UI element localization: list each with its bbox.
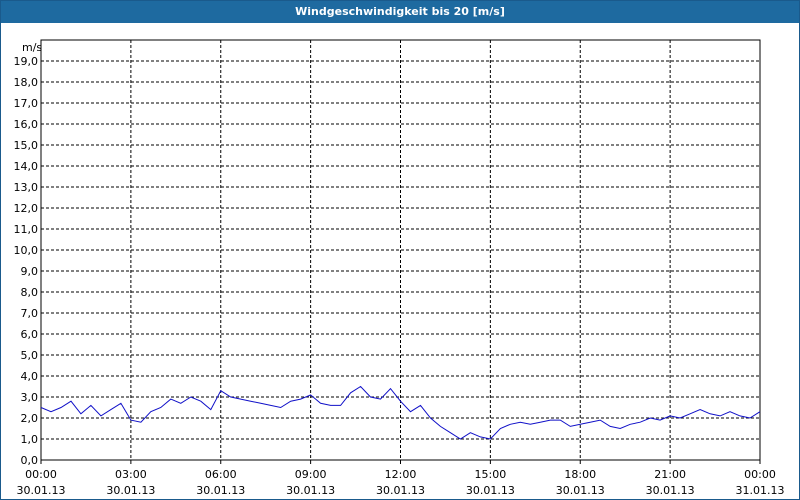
x-tick-date: 30.01.13 [376, 484, 425, 497]
plot-area [40, 39, 761, 461]
y-tick-label: 1,0 [21, 433, 39, 446]
y-tick-label: 2,0 [21, 412, 39, 425]
x-tick-time: 00:00 [744, 468, 776, 481]
y-tick-label: 19,0 [14, 55, 39, 68]
y-tick-label: 7,0 [21, 307, 39, 320]
x-tick-date: 30.01.13 [466, 484, 515, 497]
y-tick-label: 5,0 [21, 349, 39, 362]
y-axis-label: m/s [22, 41, 42, 54]
x-tick-date: 30.01.13 [196, 484, 245, 497]
y-tick-label: 16,0 [14, 118, 39, 131]
y-tick-label: 11,0 [14, 223, 39, 236]
y-tick-label: 14,0 [14, 160, 39, 173]
y-tick-label: 3,0 [21, 391, 39, 404]
y-tick-label: 13,0 [14, 181, 39, 194]
y-tick-label: 10,0 [14, 244, 39, 257]
x-tick-date: 30.01.13 [646, 484, 695, 497]
x-tick-time: 00:00 [25, 468, 57, 481]
x-tick-time: 03:00 [115, 468, 147, 481]
x-tick-time: 21:00 [654, 468, 686, 481]
x-tick-date: 30.01.13 [286, 484, 335, 497]
y-tick-labels: 0,0 1,0 2,0 3,0 4,0 5,0 6,0 7,0 8,0 9,0 10,0 11,0 12… [14, 55, 39, 467]
x-tick-time: 12:00 [385, 468, 417, 481]
x-tick-date: 31.01.13 [736, 484, 785, 497]
y-tick-label: 18,0 [14, 76, 39, 89]
chart-title: Windgeschwindigkeit bis 20 [m/s] [1, 1, 799, 23]
x-tick-time: 18:00 [564, 468, 596, 481]
y-tick-label: 17,0 [14, 97, 39, 110]
y-tick-label: 6,0 [21, 328, 39, 341]
y-tick-label: 4,0 [21, 370, 39, 383]
x-tick-time: 15:00 [475, 468, 507, 481]
grid [40, 40, 761, 464]
x-tick-date: 30.01.13 [556, 484, 605, 497]
y-tick-label: 8,0 [21, 286, 39, 299]
y-tick-label: 12,0 [14, 202, 39, 215]
x-tick-time: 06:00 [205, 468, 237, 481]
y-tick-label: 15,0 [14, 139, 39, 152]
y-tick-label: 0,0 [21, 454, 39, 467]
series-line [40, 385, 761, 440]
x-tick-date: 30.01.13 [17, 484, 66, 497]
y-tick-label: 9,0 [21, 265, 39, 278]
x-tick-labels: 00:00 30.01.13 03:00 30.01.13 06:00 30.01.13 0… [17, 468, 785, 497]
x-tick-time: 09:00 [295, 468, 327, 481]
x-tick-date: 30.01.13 [106, 484, 155, 497]
